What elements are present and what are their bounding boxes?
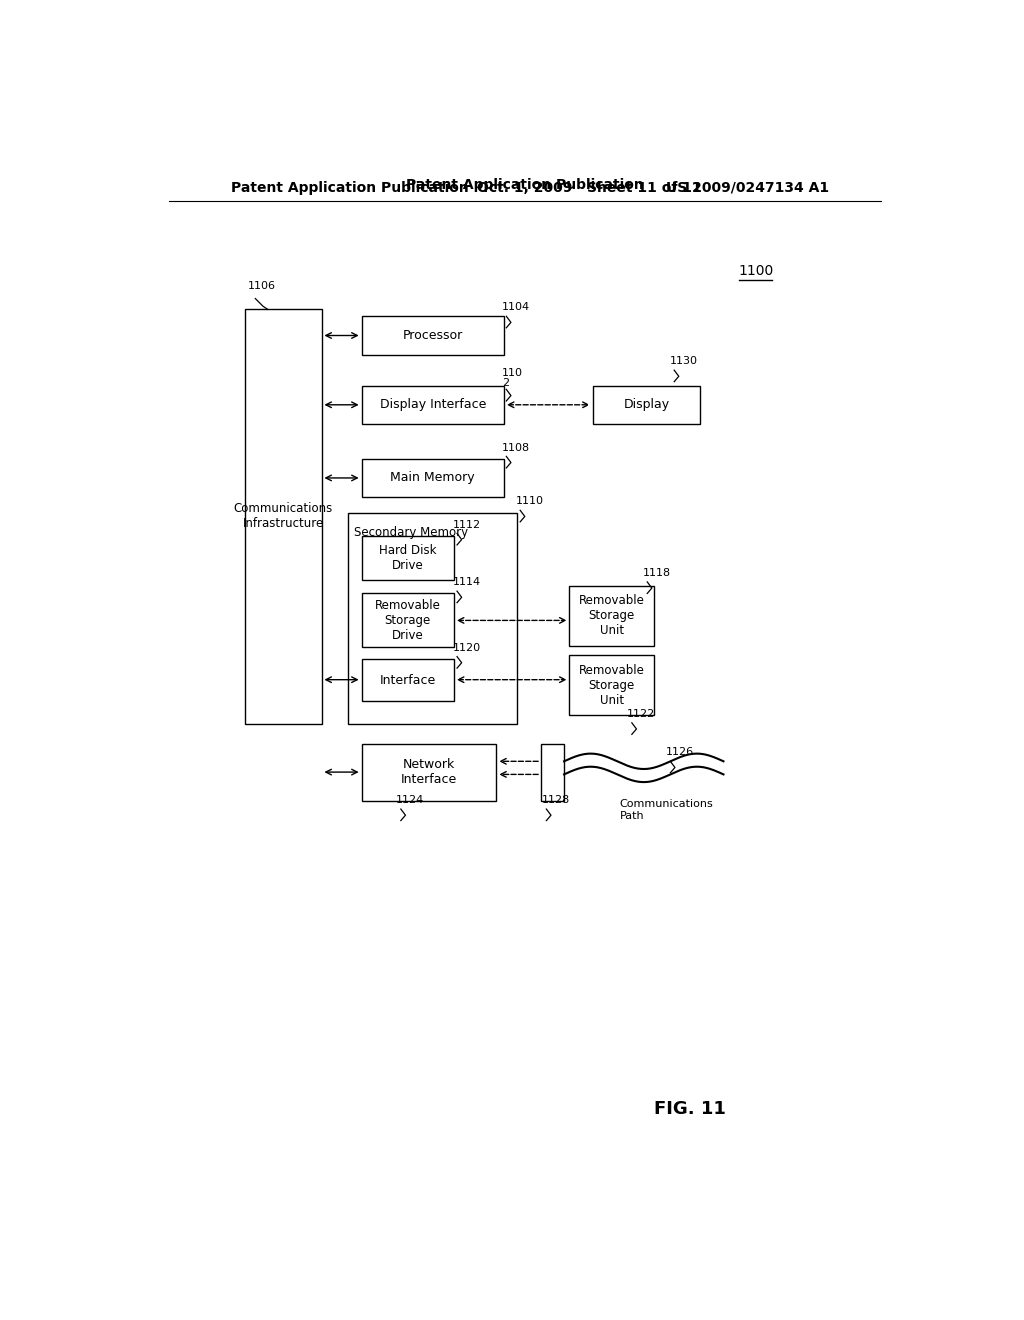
Text: Network
Interface: Network Interface — [400, 759, 457, 787]
Text: Communications
Infrastructure: Communications Infrastructure — [233, 503, 333, 531]
Text: 1118: 1118 — [643, 568, 671, 578]
Text: Processor: Processor — [402, 329, 463, 342]
Bar — [361, 459, 504, 498]
Text: Patent Application Publication: Patent Application Publication — [406, 178, 644, 193]
Text: Removable
Storage
Drive: Removable Storage Drive — [375, 599, 440, 642]
Text: Display: Display — [624, 399, 670, 412]
Text: 1106: 1106 — [248, 281, 275, 290]
Text: 1128: 1128 — [542, 795, 570, 805]
Text: Communications
Path: Communications Path — [620, 799, 714, 821]
Bar — [348, 512, 517, 725]
Bar — [361, 659, 454, 701]
Text: 1114: 1114 — [453, 577, 480, 587]
Bar — [245, 309, 322, 725]
Text: 1100: 1100 — [739, 264, 774, 277]
Text: 1120: 1120 — [453, 643, 480, 653]
Text: 1112: 1112 — [453, 520, 480, 529]
Text: 110: 110 — [502, 368, 522, 378]
Bar — [361, 385, 504, 424]
Bar — [361, 743, 497, 801]
Text: Oct. 1, 2009   Sheet 11 of 11: Oct. 1, 2009 Sheet 11 of 11 — [477, 181, 701, 194]
Text: US 2009/0247134 A1: US 2009/0247134 A1 — [666, 181, 828, 194]
Text: Removable
Storage
Unit: Removable Storage Unit — [579, 664, 645, 706]
Text: FIG. 11: FIG. 11 — [654, 1101, 726, 1118]
Bar — [541, 743, 564, 801]
Bar — [361, 594, 454, 647]
Bar — [593, 385, 700, 424]
Text: Main Memory: Main Memory — [390, 471, 475, 484]
Bar — [569, 586, 654, 645]
Text: 1124: 1124 — [396, 795, 425, 805]
Text: Patent Application Publication: Patent Application Publication — [230, 181, 468, 194]
Text: 1108: 1108 — [502, 442, 529, 453]
Text: 1110: 1110 — [515, 496, 544, 507]
Text: 1122: 1122 — [628, 709, 655, 719]
Text: Hard Disk
Drive: Hard Disk Drive — [379, 544, 436, 572]
Text: 2: 2 — [502, 378, 509, 388]
Text: 1130: 1130 — [670, 356, 697, 367]
Text: Display Interface: Display Interface — [380, 399, 486, 412]
Text: 1104: 1104 — [502, 302, 529, 313]
Text: 1126: 1126 — [666, 747, 694, 758]
Text: Removable
Storage
Unit: Removable Storage Unit — [579, 594, 645, 638]
Text: Secondary Memory: Secondary Memory — [354, 527, 468, 540]
Text: Interface: Interface — [380, 673, 436, 686]
Bar — [361, 536, 454, 581]
Bar — [569, 655, 654, 715]
Bar — [361, 317, 504, 355]
